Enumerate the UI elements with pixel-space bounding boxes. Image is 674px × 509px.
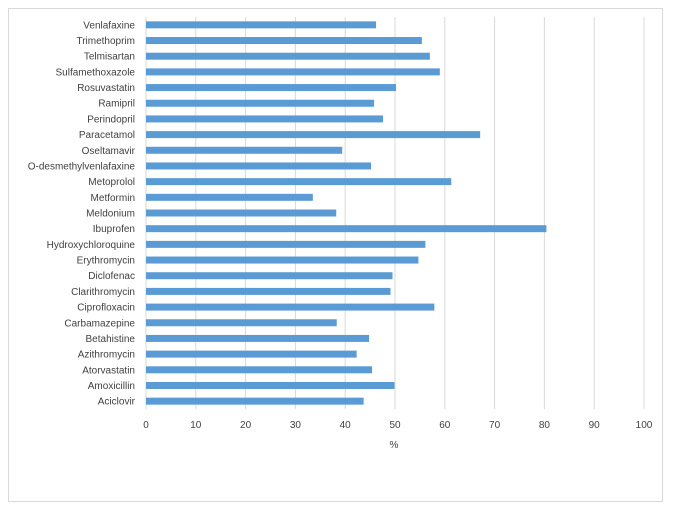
- bar: [146, 272, 393, 280]
- bar: [146, 37, 422, 45]
- category-label: O-desmethylvenlafaxine: [28, 161, 136, 172]
- category-label: Metoprolol: [88, 177, 135, 188]
- category-labels: Venlafaxine Trimethoprim Telmisartan Sulfam…: [28, 20, 136, 407]
- category-label: Perindopril: [87, 114, 135, 125]
- bar: [146, 225, 547, 233]
- x-tick-label: 50: [389, 420, 401, 431]
- bar: [146, 381, 395, 389]
- bar: [146, 366, 373, 374]
- bar: [146, 115, 384, 123]
- bar: [146, 350, 357, 358]
- category-label: Betahistine: [86, 334, 136, 345]
- x-tick-labels: 0 10 20 30 40 50 60 70 80 90 100: [143, 420, 653, 431]
- bar: [146, 21, 377, 29]
- category-label: Carbamazepine: [64, 318, 135, 329]
- bar: [146, 397, 364, 405]
- category-label: Aciclovir: [98, 397, 136, 408]
- x-tick-label: 30: [290, 420, 302, 431]
- category-label: Diclofenac: [88, 271, 135, 282]
- bar: [146, 193, 313, 201]
- x-tick-label: 80: [539, 420, 551, 431]
- category-label: Azithromycin: [78, 350, 135, 361]
- category-label: Venlafaxine: [83, 20, 135, 31]
- bar: [146, 334, 370, 342]
- x-tick-label: 20: [240, 420, 252, 431]
- category-label: Ramipril: [98, 99, 135, 110]
- category-label: Hydroxychloroquine: [47, 240, 136, 251]
- bar: [146, 68, 440, 76]
- bars: [146, 21, 547, 405]
- x-axis-title: %: [390, 440, 399, 451]
- x-tick-label: 10: [190, 420, 202, 431]
- bar: [146, 99, 375, 107]
- x-tick-label: 70: [489, 420, 501, 431]
- x-tick-label: 0: [143, 420, 149, 431]
- x-tick-label: 90: [589, 420, 601, 431]
- category-label: Ciprofloxacin: [77, 303, 135, 314]
- bar: [146, 52, 430, 60]
- bar: [146, 84, 396, 92]
- bar: [146, 131, 481, 139]
- x-tick-label: 60: [439, 420, 451, 431]
- category-label: Meldonium: [86, 209, 135, 220]
- x-tick-label: 40: [340, 420, 352, 431]
- bar: [146, 146, 343, 154]
- bar: [146, 287, 391, 295]
- bar: [146, 178, 452, 186]
- bar: [146, 256, 419, 264]
- category-label: Oseltamavir: [82, 146, 136, 157]
- category-label: Clarithromycin: [71, 287, 135, 298]
- bar: [146, 319, 337, 327]
- x-tick-label: 100: [636, 420, 653, 431]
- category-label: Atorvastatin: [82, 365, 135, 376]
- category-label: Sulfamethoxazole: [56, 67, 136, 78]
- bar: [146, 209, 337, 217]
- bar: [146, 240, 426, 248]
- bar: [146, 303, 435, 311]
- category-label: Rosuvastatin: [77, 83, 135, 94]
- category-label: Telmisartan: [84, 52, 135, 63]
- category-label: Ibuprofen: [93, 224, 135, 235]
- category-label: Paracetamol: [79, 130, 135, 141]
- category-label: Metformin: [91, 193, 135, 204]
- gridlines: [145, 17, 645, 409]
- category-label: Trimethoprim: [76, 36, 135, 47]
- bar: [146, 162, 372, 170]
- category-label: Erythromycin: [77, 256, 135, 267]
- category-label: Amoxicillin: [88, 381, 135, 392]
